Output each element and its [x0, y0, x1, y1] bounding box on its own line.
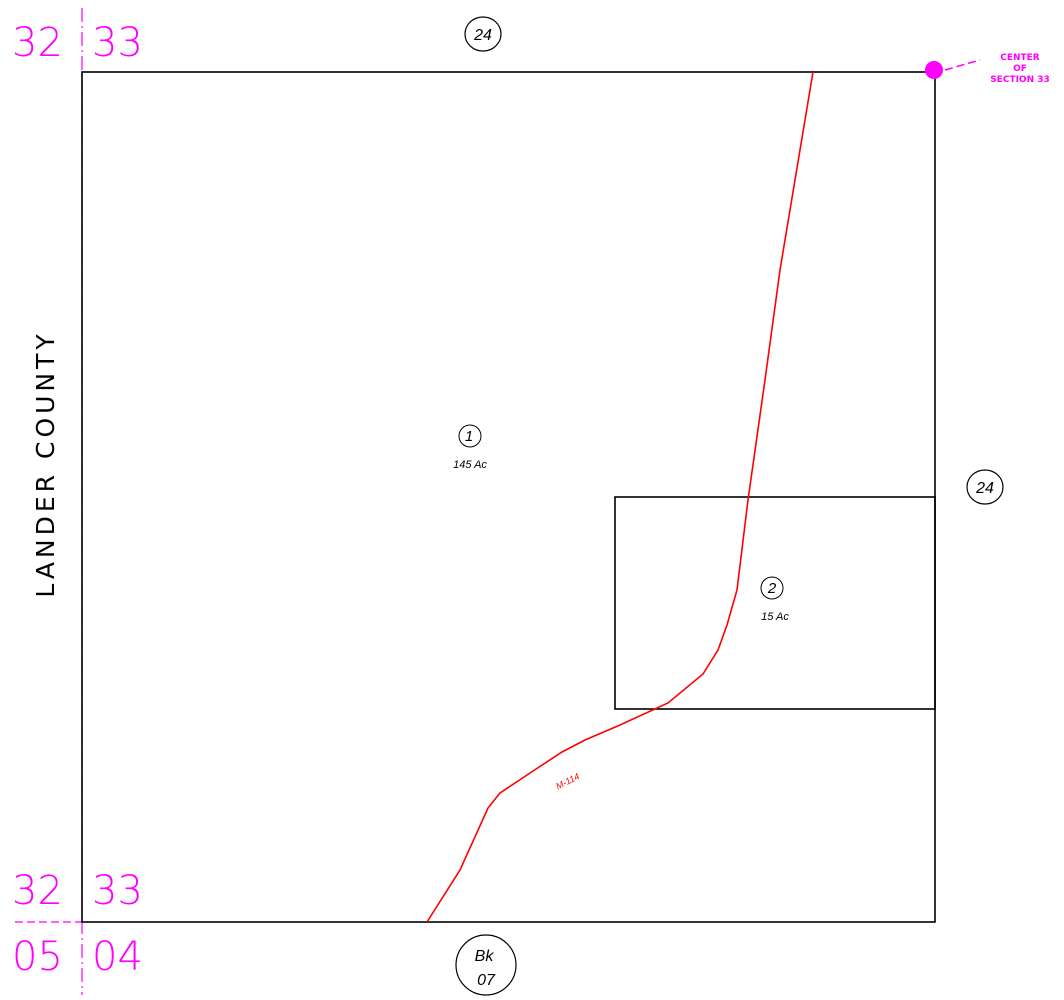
section-label-bottom-right-lower: 04	[92, 934, 143, 980]
book-ref-line1: Bk	[475, 948, 495, 965]
parcel-1-number-circle	[458, 424, 482, 448]
center-label-line2: OF	[1013, 64, 1027, 74]
adjacent-ref-top: 24	[473, 27, 492, 44]
center-marker-icon	[925, 61, 943, 79]
parcel-1-number: 1	[465, 428, 473, 445]
parcel-2-acres: 15 Ac	[761, 611, 789, 623]
parcel-1-acres: 145 Ac	[453, 459, 487, 471]
adjacent-ref-right: 24	[975, 480, 994, 497]
section-label-top-right: 33	[92, 20, 143, 66]
road-label: M-114	[554, 771, 581, 791]
center-label-line1: CENTER	[1000, 53, 1040, 63]
book-ref-circle	[455, 934, 517, 996]
book-ref-line2: 07	[477, 972, 496, 989]
center-leader-line	[944, 59, 981, 71]
parcel-2-boundary	[614, 496, 936, 710]
county-label: LANDER COUNTY	[31, 330, 60, 597]
center-label-line3: SECTION 33	[990, 75, 1050, 85]
adjacent-ref-top-circle	[464, 16, 502, 52]
adjacent-ref-right-circle	[966, 469, 1004, 505]
parcel-2-number-circle	[760, 576, 784, 600]
section-label-bottom-right-upper: 33	[92, 868, 143, 914]
section-label-bottom-left-upper: 32	[12, 868, 63, 914]
section-label-bottom-left-lower: 05	[12, 934, 63, 980]
parcel-2-number: 2	[767, 580, 777, 597]
section-label-top-left: 32	[12, 20, 63, 66]
road-m114	[426, 71, 814, 923]
